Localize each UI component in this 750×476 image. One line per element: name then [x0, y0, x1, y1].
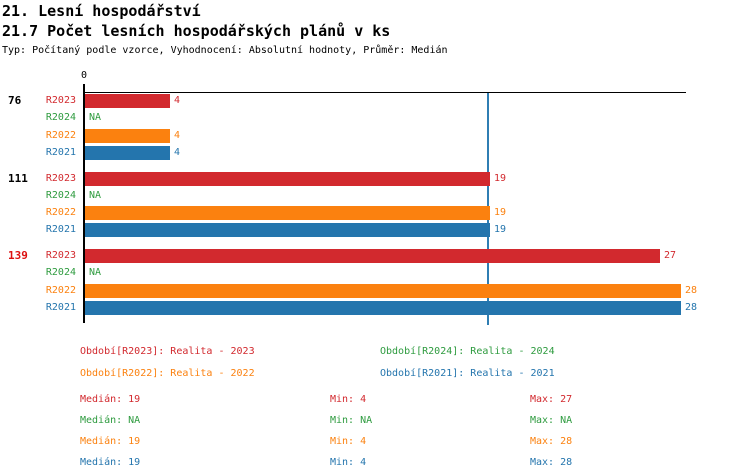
series-row-label: R2021: [45, 302, 76, 313]
bar-value-label: 27: [664, 250, 677, 261]
series-row-label: R2023: [45, 173, 76, 184]
series-row-label: R2024: [45, 190, 76, 201]
series-row-label: R2024: [45, 267, 76, 278]
legend-item-R2021: Období[R2021]: Realita - 2021: [380, 368, 555, 379]
stat-max-R2024: Max: NA: [530, 415, 573, 426]
bar: [85, 301, 681, 315]
y-axis-line: [83, 84, 85, 323]
bar: [85, 172, 490, 186]
stat-max-R2023: Max: 27: [530, 394, 573, 405]
stat-min-R2024: Min: NA: [330, 415, 373, 426]
page-title: 21. Lesní hospodářství: [2, 2, 201, 20]
series-row-label: R2022: [45, 130, 76, 141]
group-total-label: 111: [8, 172, 28, 185]
series-row-label: R2023: [45, 95, 76, 106]
chart-title: 21.7 Počet lesních hospodářských plánů v…: [2, 22, 391, 40]
series-row-label: R2022: [45, 285, 76, 296]
bar: [85, 284, 681, 298]
bar: [85, 206, 490, 220]
group-total-label: 76: [8, 94, 22, 107]
series-row-label: R2022: [45, 207, 76, 218]
bar-value-label: 28: [685, 302, 698, 313]
axis-zero-tick-label: 0: [80, 70, 88, 81]
bar-value-label: 19: [494, 173, 507, 184]
stat-median-R2024: Medián: NA: [80, 415, 141, 426]
bar-value-label: 4: [174, 95, 181, 106]
group-total-label: 139: [8, 249, 28, 262]
legend-item-R2022: Období[R2022]: Realita - 2022: [80, 368, 255, 379]
na-value-label: NA: [89, 267, 102, 278]
bar: [85, 223, 490, 237]
x-axis-top-line: [83, 92, 686, 93]
bar: [85, 249, 660, 263]
na-value-label: NA: [89, 112, 102, 123]
series-row-label: R2021: [45, 224, 76, 235]
stat-median-R2023: Medián: 19: [80, 394, 141, 405]
stat-min-R2023: Min: 4: [330, 394, 367, 405]
legend-item-R2023: Období[R2023]: Realita - 2023: [80, 346, 255, 357]
stat-min-R2021: Min: 4: [330, 457, 367, 468]
stat-median-R2022: Medián: 19: [80, 436, 141, 447]
series-row-label: R2021: [45, 147, 76, 158]
bar-value-label: 4: [174, 130, 181, 141]
bar-value-label: 4: [174, 147, 181, 158]
na-value-label: NA: [89, 190, 102, 201]
stat-median-R2021: Medián: 19: [80, 457, 141, 468]
stat-max-R2022: Max: 28: [530, 436, 573, 447]
series-row-label: R2024: [45, 112, 76, 123]
legend-item-R2024: Období[R2024]: Realita - 2024: [380, 346, 555, 357]
stat-max-R2021: Max: 28: [530, 457, 573, 468]
bar: [85, 129, 170, 143]
bar-value-label: 19: [494, 207, 507, 218]
series-row-label: R2023: [45, 250, 76, 261]
bar: [85, 146, 170, 160]
chart-meta-line: Typ: Počítaný podle vzorce, Vyhodnocení:…: [2, 45, 448, 56]
bar-value-label: 19: [494, 224, 507, 235]
bar-value-label: 28: [685, 285, 698, 296]
bar: [85, 94, 170, 108]
stat-min-R2022: Min: 4: [330, 436, 367, 447]
